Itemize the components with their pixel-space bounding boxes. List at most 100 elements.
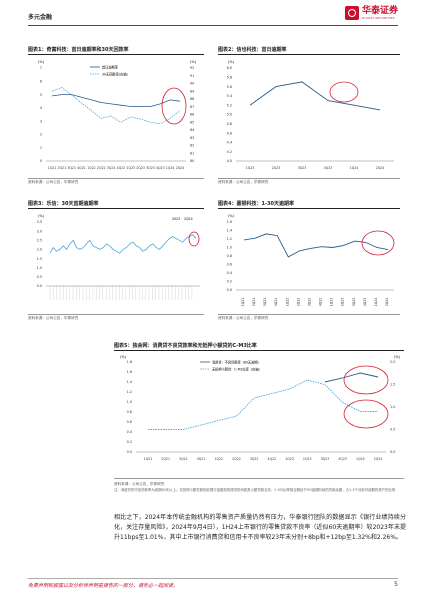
- chart-5-xtick-8: 1Q23: [285, 457, 294, 461]
- chart-4-xtick-6: 3Q22: [307, 298, 311, 307]
- chart-1-ytick-right-0: 92: [190, 66, 194, 70]
- chart-3-panel: 图表3：乐信：30天首期逾期率 (%) 3.5 3.0 2.5 2.0 1.5 1.0 0.…: [28, 198, 204, 326]
- chart-4-plot: (%) 1.6 1.4 1.2 1.0 0.8 0.6 0.4 0.2 0.0 1Q21 2Q21 3…: [227, 214, 395, 307]
- chart-4-xtick-0: 1Q21: [241, 298, 245, 307]
- footer-disclaimer: 免责声明和披露以及分析师声明是报告的一部分，请务必一起阅读。: [28, 583, 179, 589]
- chart-1-legend-1: 首日逾期率: [102, 65, 119, 70]
- chart-5-series-cm3: [148, 379, 378, 430]
- chart-5-unit-right: (%): [394, 355, 401, 359]
- chart-1-ytick-right-7: 85: [190, 120, 194, 124]
- chart-1-title: 图表1：奇富科技：首日逾期率和30天回款率: [28, 47, 129, 53]
- chart-2-ytick-0: 6.0: [227, 66, 232, 70]
- chart-5-ytick-1: 1.6: [127, 370, 132, 374]
- chart-1-series-overdue: [51, 94, 181, 107]
- chart-1-ytick-5: 2: [40, 133, 42, 137]
- huatai-logo-icon: [344, 6, 359, 20]
- chart-5-xtick-0: 1Q21: [144, 457, 153, 461]
- chart-2-ytick-1: 5.8: [227, 76, 232, 80]
- chart-2-xtick-3: 4Q23: [324, 166, 333, 170]
- chart-1-xtick-5: 2Q22: [97, 166, 106, 170]
- chart-5-xtick-11: 4Q23: [338, 457, 347, 461]
- chart-4-panel: 图表4：嘉银科技：1-30天逾期率 (%) 1.6 1.4 1.2 1.0 0.8 0.6…: [218, 198, 400, 326]
- chart-2-source: 资料来源：公司公告，华泰研究: [218, 180, 269, 184]
- chart-1-plot: (%) (%) 7 6 5 4 3 2 1 0 92 91 90 89 88 87 86 85 84 83 82 81…: [38, 60, 197, 170]
- footer-rule: [28, 578, 398, 579]
- chart-4-ytick-5: 0.6: [227, 263, 232, 267]
- chart-1-unit-right: (%): [190, 60, 197, 64]
- chart-2-unit: (%): [228, 60, 235, 64]
- chart-4-xtick-9: 2Q23: [341, 298, 345, 307]
- chart-5-ytick-0: 1.8: [127, 360, 132, 364]
- chart-5-highlight-top: [343, 365, 389, 395]
- chart-1-xtick-12: 1Q24: [166, 166, 175, 170]
- chart-4-ytick-1: 1.4: [227, 229, 232, 233]
- chart-1-ytick-right-10: 82: [190, 144, 194, 148]
- chart-4-ytick-4: 0.8: [227, 254, 232, 258]
- chart-1-xtick-13: 2Q24: [176, 166, 185, 170]
- chart-5-ytick-5: 0.8: [127, 410, 132, 414]
- chart-2-xtick-2: 3Q23: [298, 166, 307, 170]
- chart-5-ytick-8: 0.2: [127, 440, 132, 444]
- chart-5-ytick-right-4: 0.0: [390, 450, 395, 454]
- chart-4-ytick-2: 1.2: [227, 237, 232, 241]
- chart-1-ytick-7: 0: [40, 159, 42, 163]
- chart-1-xtick-4: 1Q22: [87, 166, 96, 170]
- chart-5-xtick-4: 1Q22: [214, 457, 223, 461]
- chart-4-ytick-6: 0.4: [227, 271, 232, 275]
- chart-1-xtick-6: 3Q22: [107, 166, 116, 170]
- chart-1-ytick-right-5: 87: [190, 105, 194, 109]
- chart-3-title: 图表3：乐信：30天首期逾期率: [28, 201, 99, 207]
- chart-4-ytick-3: 1.0: [227, 246, 232, 250]
- chart-1-source: 资料来源：公司公告，华泰研究: [28, 180, 79, 184]
- chart-5-ytick-9: 0.0: [127, 450, 132, 454]
- chart-3-ytick-0: 3.5: [37, 220, 42, 224]
- logo-cn: 华泰证券: [361, 6, 398, 16]
- chart-3-unit: (%): [38, 214, 45, 218]
- chart-4-source: 资料来源：公司公告，华泰研究: [218, 316, 269, 320]
- section-title: 多元金融: [28, 14, 53, 21]
- chart-5-xtick-2: 3Q21: [179, 457, 188, 461]
- chart-5-xtick-9: 2Q23: [303, 457, 312, 461]
- chart-3-plot: (%) 3.5 3.0 2.5 2.0 1.5 1.0 0.5 0.0 2023 2Q24: [37, 214, 200, 300]
- chart-1-legend-2: 30天回款率(右轴): [102, 72, 128, 77]
- chart-5-unit-left: (%): [120, 355, 127, 359]
- chart-1-ytick-1: 6: [40, 79, 42, 83]
- chart-5-ytick-right-3: 0.5: [390, 428, 395, 432]
- chart-5-ytick-2: 1.4: [127, 380, 132, 384]
- chart-1-xtick-10: 3Q23: [146, 166, 155, 170]
- chart-5-plot: (%) (%) 1.8 1.6 1.4 1.2 1.0 0.8 0.6 0.4 0.2 0.0 2.…: [120, 355, 401, 461]
- chart-4-xtick-12: 1Q24: [374, 298, 378, 307]
- chart-5-panel: 图表5：独会网：消费贷不良贷款率和无抵押小额贷的C-M3比率 (%) (%) 1…: [114, 340, 404, 484]
- chart-5-xtick-10: 3Q23: [321, 457, 330, 461]
- chart-2-title: 图表2：信也科技：首日逾期率: [218, 47, 287, 53]
- chart-2-ytick-6: 4.8: [227, 122, 232, 126]
- chart-4-xtick-7: 4Q22: [319, 298, 323, 307]
- chart-4-title: 图表4：嘉银科技：1-30天逾期率: [218, 201, 294, 207]
- chart-3-highlight: [188, 231, 200, 247]
- chart-4-xtick-8: 1Q23: [330, 298, 334, 307]
- chart-1-ytick-0: 7: [40, 66, 42, 70]
- chart-1-ytick-right-8: 84: [190, 128, 194, 132]
- chart-1-ytick-2: 5: [40, 93, 42, 97]
- chart-3-ytick-6: 0.5: [37, 275, 42, 279]
- chart-2-plot: (%) 6.0 5.8 5.6 5.4 5.2 5.0 4.8 4.6 4.4 4.2 4.0 1Q2…: [227, 60, 394, 170]
- chart-5-legend-2: 无抵押小额贷：C-M3比率（右轴）: [212, 367, 262, 372]
- chart-4-xtick-1: 2Q21: [252, 298, 256, 307]
- chart-1-series-collection: [51, 86, 181, 125]
- chart-2-ytick-2: 5.6: [227, 85, 232, 89]
- body-paragraph: 相比之下，2024年本传统金融机构的零售资产质量仍然有压力，华泰银行团队的数据显…: [114, 514, 406, 541]
- chart-2-ytick-9: 4.2: [227, 150, 232, 154]
- chart-1-panel: 图表1：奇富科技：首日逾期率和30天回款率 (%) (%) 7 6 5 4 3 2 1 0 92…: [28, 44, 204, 190]
- chart-5-title: 图表5：独会网：消费贷不良贷款率和无抵押小额贷的C-M3比率: [114, 343, 257, 349]
- chart-3-ytick-2: 2.5: [37, 238, 42, 242]
- chart-1-xtick-9: 2Q23: [136, 166, 145, 170]
- chart-4-xtick-3: 4Q21: [274, 298, 278, 307]
- chart-4-xtick-2: 3Q21: [263, 298, 267, 307]
- chart-5-ytick-7: 0.4: [127, 430, 132, 434]
- chart-1-ytick-right-4: 88: [190, 97, 194, 101]
- chart-5-xtick-6: 3Q22: [250, 457, 259, 461]
- huatai-logo: 华泰证券 HUATAI SECURITIES: [344, 6, 398, 20]
- chart-1-xtick-7: 4Q22: [117, 166, 126, 170]
- chart-1-ytick-right-12: 80: [190, 159, 194, 163]
- chart-5-xtick-3: 4Q21: [197, 457, 206, 461]
